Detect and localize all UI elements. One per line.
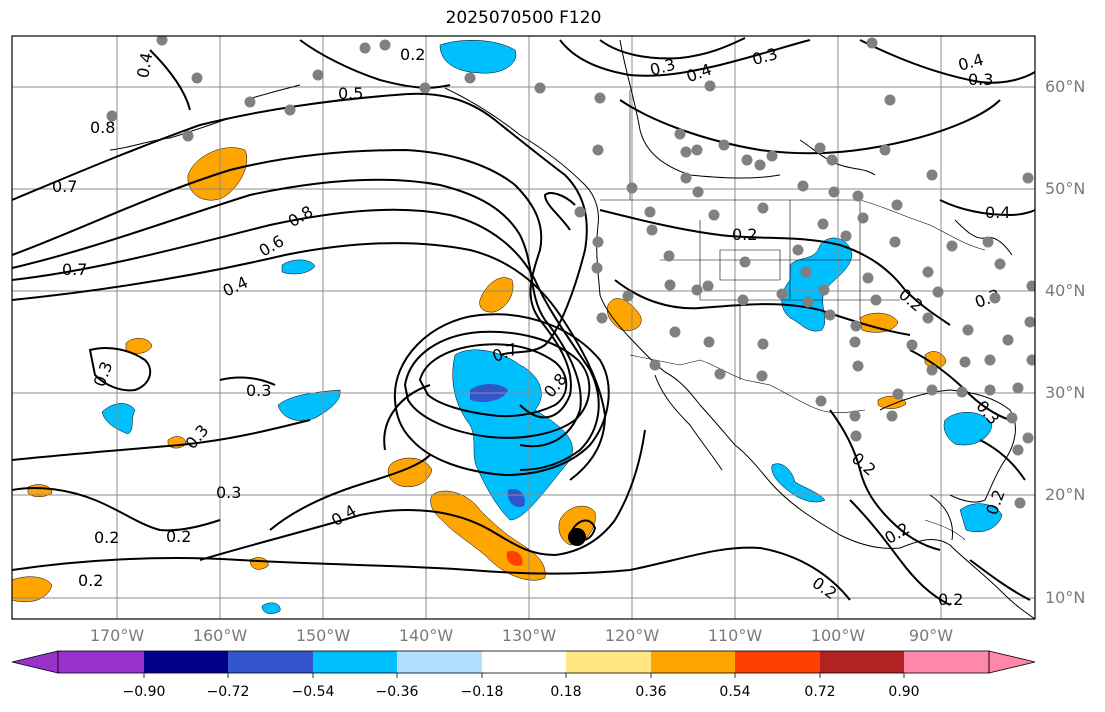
contour-label: 0.2 <box>94 528 119 547</box>
colorbar-extend-high <box>988 650 1036 674</box>
lon-label: 160°W <box>192 626 248 645</box>
contour-label: 0.3 <box>246 381 271 400</box>
colorbar-tick-label: 0.18 <box>550 684 582 700</box>
contour-label: 0.2 <box>166 527 191 546</box>
negative-anomaly-area <box>771 463 826 503</box>
negative-anomaly-area <box>959 503 1003 533</box>
colorbar-tick-label: −0.18 <box>460 684 504 700</box>
positive-anomaly-area <box>249 557 269 570</box>
colorbar-tick-label: −0.90 <box>122 684 166 700</box>
contour-label: 0.2 <box>938 590 963 609</box>
contour-label: 0.4 <box>133 51 156 79</box>
positive-anomaly-core <box>506 550 523 566</box>
colorbar-tick-label: −0.36 <box>375 684 419 700</box>
positive-anomaly-area <box>479 277 514 313</box>
contour-label: 0.8 <box>90 118 115 137</box>
lon-label: 120°W <box>604 626 660 645</box>
contour-label: 0.7 <box>52 177 77 196</box>
lat-label: 10°N <box>1045 588 1086 607</box>
contour-label: 0.2 <box>78 571 103 590</box>
storm-center-marker <box>568 528 586 546</box>
positive-anomaly-area <box>607 298 642 331</box>
lon-label: 110°W <box>707 626 763 645</box>
lat-label: 40°N <box>1045 281 1086 300</box>
lon-label: 140°W <box>398 626 454 645</box>
contour-label: 0.3 <box>216 483 241 502</box>
colorbar-tick-label: 0.54 <box>719 684 751 700</box>
colorbar-tick-label: 0.36 <box>635 684 667 700</box>
negative-anomaly-core <box>507 489 525 508</box>
contour-label: 0.4 <box>985 203 1010 222</box>
negative-anomaly-area <box>277 389 341 421</box>
contour-label: 0.2 <box>732 225 757 244</box>
negative-anomaly-area <box>439 40 517 74</box>
lon-label: 130°W <box>501 626 557 645</box>
contour-label: 0.5 <box>338 84 363 103</box>
lat-label: 20°N <box>1045 485 1086 504</box>
colorbar-extend-low <box>11 650 59 674</box>
map-title: 2025070500 F120 <box>445 8 602 28</box>
negative-anomaly-area <box>281 259 316 275</box>
map-frame <box>11 35 1036 620</box>
positive-anomaly-area <box>558 505 596 546</box>
colorbar-tick-label: −0.72 <box>206 684 250 700</box>
negative-anomaly-area <box>101 403 136 435</box>
colorbar-tick-label: −0.54 <box>291 684 335 700</box>
positive-anomaly-area <box>859 312 899 333</box>
station-markers <box>106 36 1035 509</box>
negative-anomaly-area <box>261 602 281 614</box>
negative-anomaly-area <box>943 412 993 446</box>
lon-label: 150°W <box>295 626 351 645</box>
lon-label: 90°W <box>908 626 954 645</box>
country-borders <box>600 90 986 541</box>
contour-label: 0.7 <box>62 260 87 279</box>
contour-lines <box>12 37 1035 606</box>
positive-anomaly-area <box>12 576 53 603</box>
contour-label: 0.2 <box>400 45 425 64</box>
graticule <box>12 36 1035 619</box>
colorbar-tick-label: 0.90 <box>888 684 920 700</box>
lon-label: 170°W <box>89 626 145 645</box>
contour-label: 0.3 <box>968 70 993 89</box>
colorbar-tick-label: 0.72 <box>804 684 836 700</box>
lat-label: 50°N <box>1045 179 1086 198</box>
lat-label: 60°N <box>1045 77 1086 96</box>
colorbar <box>11 650 1036 678</box>
lon-label: 100°W <box>810 626 866 645</box>
lat-label: 30°N <box>1045 383 1086 402</box>
